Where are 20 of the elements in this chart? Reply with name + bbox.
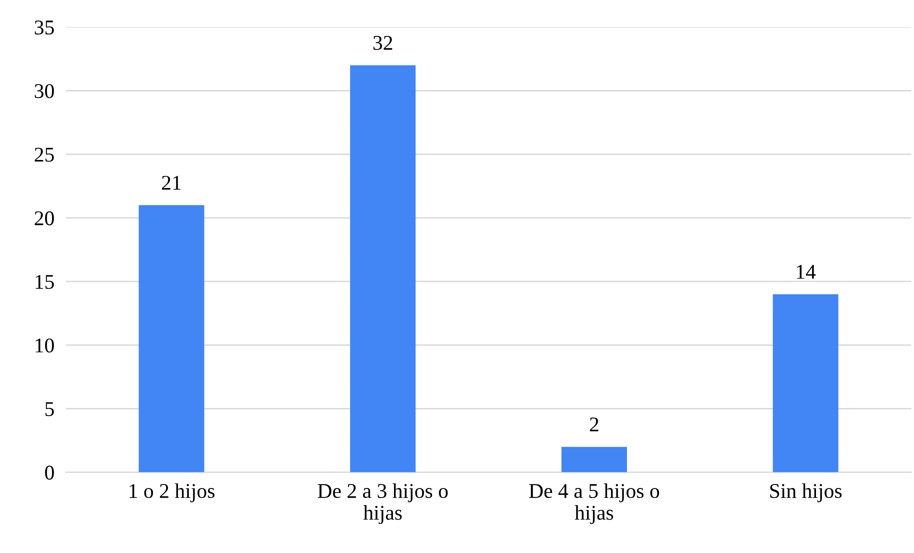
data-label: 2	[590, 417, 598, 432]
y-tick-label: 25	[34, 148, 54, 162]
x-tick-label: De 2 a 3 hijos o hijas	[318, 483, 448, 524]
y-tick-label: 35	[34, 20, 54, 35]
y-tick-label: 15	[36, 274, 54, 289]
bar	[138, 205, 204, 472]
x-tick-label: De 4 a 5 hijos o hijas	[529, 483, 660, 524]
bar	[350, 65, 416, 472]
x-tick-label: 1 o 2 hijos	[130, 483, 214, 502]
y-tick-label: 30	[34, 84, 54, 98]
data-label: 32	[373, 36, 392, 50]
y-tick-label: 0	[45, 466, 54, 480]
data-label: 14	[796, 264, 816, 279]
data-label: 21	[162, 176, 181, 190]
y-tick-label: 10	[36, 338, 54, 353]
bar	[561, 446, 627, 472]
x-tick-label: Sin hijos	[770, 483, 842, 502]
y-tick-label: 20	[34, 211, 54, 226]
y-tick-label: 5	[45, 402, 54, 416]
bar	[772, 294, 838, 472]
